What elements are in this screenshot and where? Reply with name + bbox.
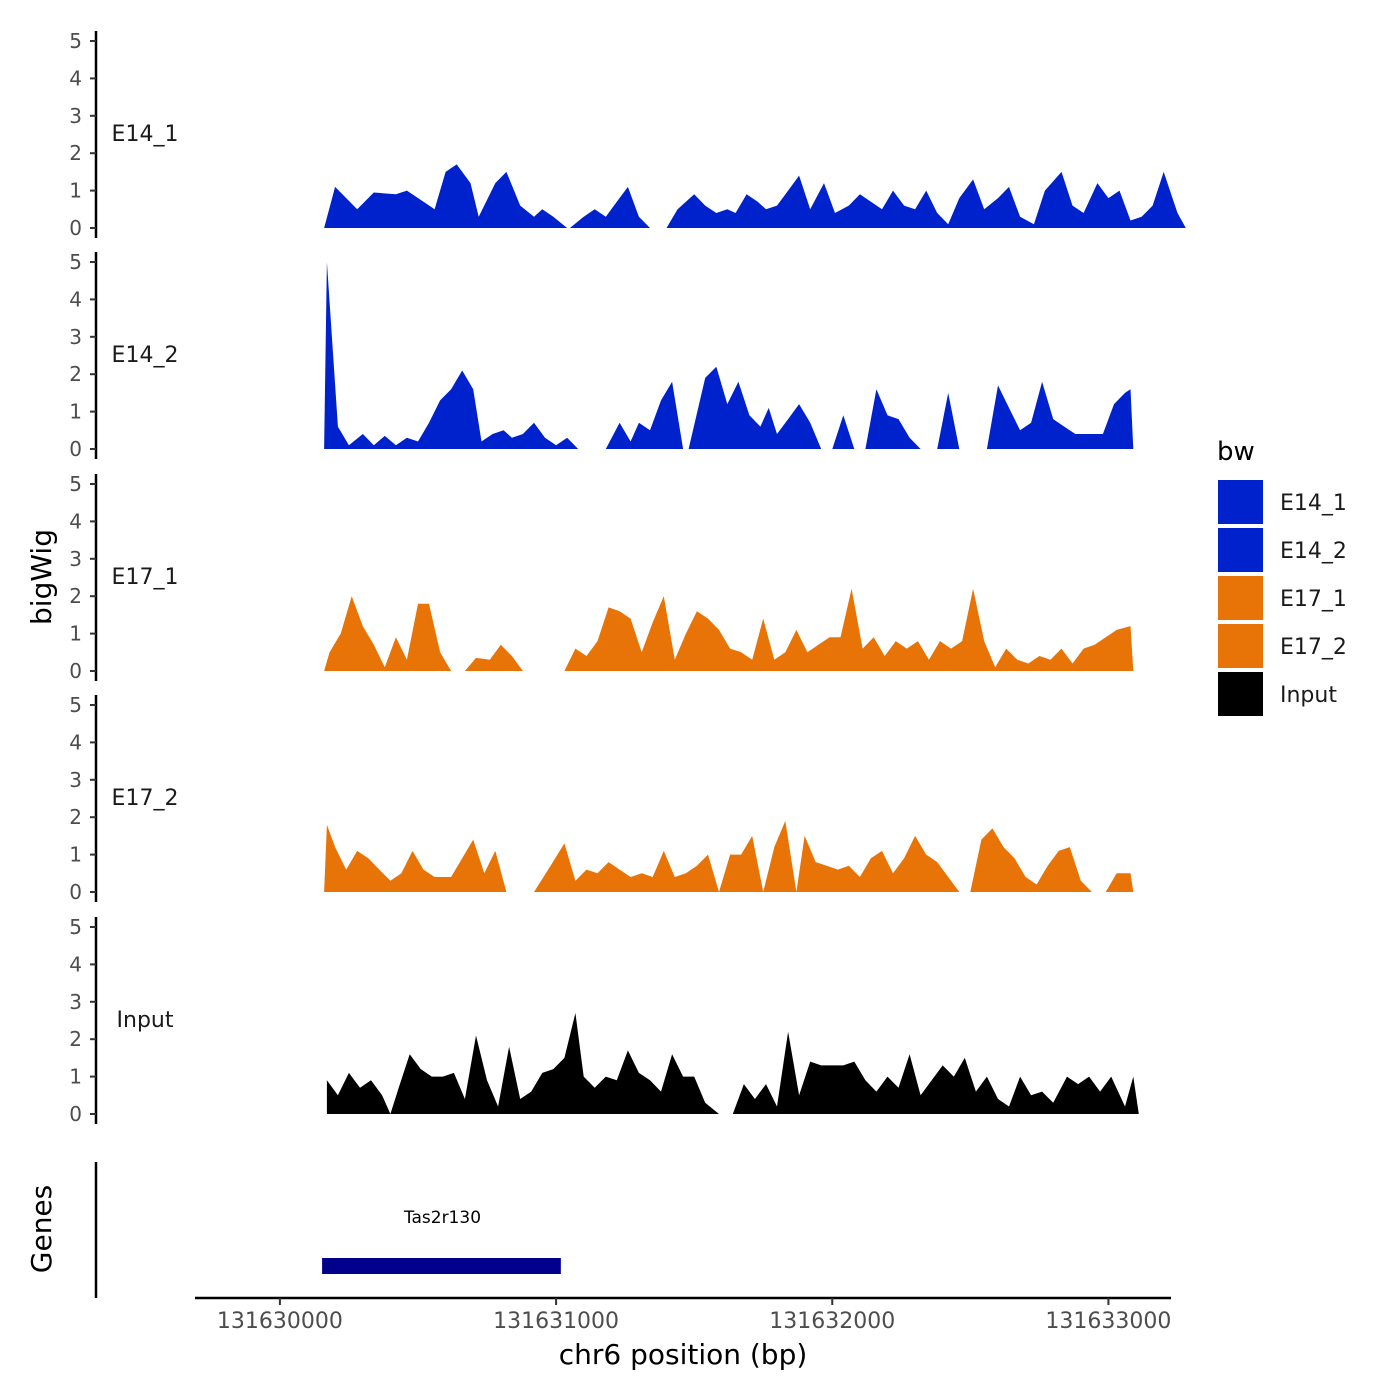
track-Input: 0 1 2 3 4 5 Input [69,915,1139,1126]
legend-swatch-E17_1 [1218,576,1263,620]
y-tick-label: 1 [69,179,82,203]
x-tick-label: 131633000 [1045,1309,1171,1334]
track-E17_1: 0 1 2 3 4 5 E17_1 [69,472,1134,683]
track-label-E17_2: E17_2 [112,786,179,811]
y-tick-label: 4 [69,952,82,976]
y-tick-label: 1 [69,400,82,424]
legend-label-E14_2: E14_2 [1280,539,1347,564]
y-tick-label: 1 [69,1065,82,1089]
signal-area-E17_1 [324,588,1134,671]
y-tick-label: 4 [69,287,82,311]
y-tick-label: 2 [69,141,82,165]
y-tick-label: 0 [69,880,82,904]
x-tick-label: 131632000 [769,1309,895,1334]
signal-area-E14_2 [324,262,1134,449]
y-tick-label: 3 [69,325,82,349]
signal-area-E14_1 [324,164,1186,228]
legend-entries: E14_1 E14_2 E17_1 E17_2 Input [1218,480,1347,716]
y-tick-label: 3 [69,990,82,1014]
gene-marks: Tas2r130 [322,1208,561,1274]
y-tick-label: 4 [69,66,82,90]
legend-swatch-E17_2 [1218,624,1263,668]
legend-label-E14_1: E14_1 [1280,491,1347,516]
track-label-E17_1: E17_1 [112,565,179,590]
track-panels: 0 1 2 3 4 5 E14_1 0 1 2 3 4 5 E14_2 0 1 2 3 4 5 E17_1 0 1 2 3 4 5 E… [69,29,1186,1126]
gene-body-Tas2r130 [322,1258,561,1274]
legend-swatch-E14_1 [1218,480,1263,524]
signal-area-Input [326,1013,1139,1114]
y-tick-label: 3 [69,104,82,128]
legend-swatch-Input [1218,672,1263,716]
y-tick-label: 5 [69,472,82,496]
legend-label-Input: Input [1280,683,1337,708]
y-tick-label: 0 [69,437,82,461]
y-tick-label: 2 [69,362,82,386]
y-tick-label: 0 [69,1102,82,1126]
track-label-E14_1: E14_1 [112,122,179,147]
x-tick-label: 131631000 [493,1309,619,1334]
track-E17_2: 0 1 2 3 4 5 E17_2 [69,693,1134,904]
legend-swatch-E14_2 [1218,528,1263,572]
legend-label-E17_2: E17_2 [1280,635,1347,660]
y-tick-label: 3 [69,768,82,792]
y-axis-title: bigWig [25,529,58,625]
legend-title: bw [1217,437,1255,467]
x-axis: 131630000 131631000 131632000 131633000 chr… [195,1296,1171,1371]
y-tick-label: 2 [69,1027,82,1051]
track-label-Input: Input [117,1008,174,1033]
genes-panel-title: Genes [25,1185,58,1273]
y-tick-label: 1 [69,622,82,646]
track-E14_2: 0 1 2 3 4 5 E14_2 [69,250,1134,461]
y-tick-label: 5 [69,29,82,53]
y-tick-label: 2 [69,584,82,608]
legend-label-E17_1: E17_1 [1280,587,1347,612]
x-axis-title: chr6 position (bp) [559,1338,808,1371]
x-axis-ticks: 131630000 131631000 131632000 131633000 [217,1298,1171,1334]
track-label-E14_2: E14_2 [112,343,179,368]
track-E14_1: 0 1 2 3 4 5 E14_1 [69,29,1186,240]
x-tick-label: 131630000 [217,1309,343,1334]
y-tick-label: 3 [69,547,82,571]
y-tick-label: 5 [69,250,82,274]
y-tick-label: 4 [69,730,82,754]
signal-area-E17_2 [324,820,1134,892]
y-tick-label: 0 [69,659,82,683]
y-tick-label: 4 [69,509,82,533]
y-tick-label: 5 [69,915,82,939]
y-tick-label: 0 [69,216,82,240]
gene-panel: Genes Tas2r130 [25,1162,561,1298]
y-tick-label: 2 [69,805,82,829]
legend: bw E14_1 E14_2 E17_1 E17_2 Input [1217,437,1347,716]
y-tick-label: 5 [69,693,82,717]
gene-label-Tas2r130: Tas2r130 [403,1208,481,1228]
y-tick-label: 1 [69,843,82,867]
